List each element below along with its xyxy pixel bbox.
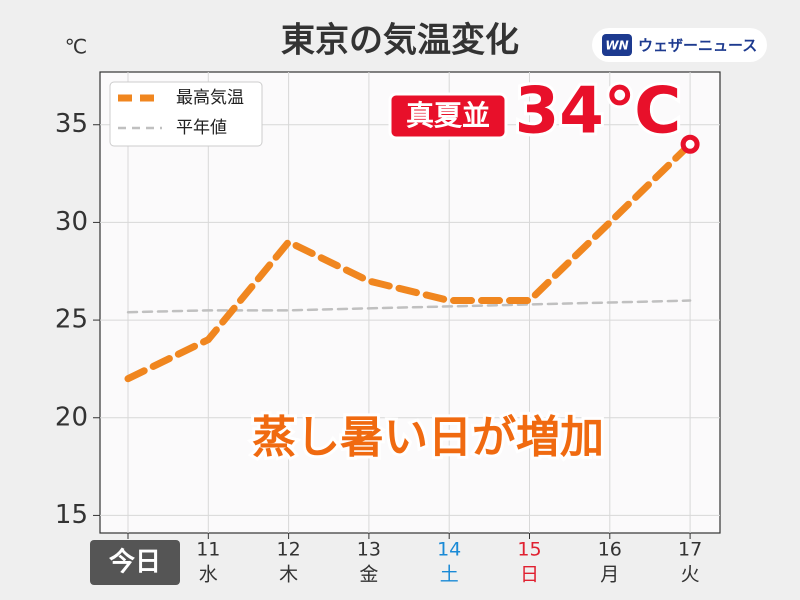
weekday-label: 水 bbox=[199, 564, 218, 586]
x-tick-label: 13 bbox=[357, 539, 381, 561]
logo-text: ウェザーニュース bbox=[638, 37, 757, 55]
chart-title: 東京の気温変化 bbox=[281, 21, 519, 61]
weekday-label: 土 bbox=[440, 564, 459, 586]
logo-pill bbox=[592, 28, 767, 62]
weekday-label: 日 bbox=[520, 564, 539, 586]
legend-label: 最高気温 bbox=[176, 88, 244, 108]
headline: 蒸し暑い日が増加 bbox=[252, 412, 604, 463]
peak-label: 34℃ bbox=[515, 75, 682, 149]
x-tick-label: 今日 bbox=[109, 547, 161, 578]
badge: 真夏並 bbox=[388, 92, 508, 140]
today-box bbox=[90, 540, 180, 585]
y-tick-label: 15 bbox=[55, 500, 88, 530]
x-tick-label: 16 bbox=[598, 539, 622, 561]
weekday-label: 月 bbox=[600, 564, 619, 586]
x-tick-label: 17 bbox=[678, 539, 702, 561]
x-tick-label: 12 bbox=[277, 539, 301, 561]
logo-icon bbox=[602, 34, 632, 56]
y-tick-label: 20 bbox=[55, 402, 88, 432]
logo-mark: WN bbox=[605, 39, 628, 53]
legend-label: 平年値 bbox=[176, 118, 227, 138]
logo: WN ウェザーニュース bbox=[592, 28, 767, 62]
peak-marker bbox=[680, 134, 700, 154]
x-tick-label: 15 bbox=[517, 539, 541, 561]
y-tick-label: 30 bbox=[55, 207, 88, 237]
y-tick-label: 25 bbox=[55, 305, 88, 335]
series-line bbox=[126, 299, 692, 314]
series-line bbox=[124, 140, 694, 383]
weekday-label: 火 bbox=[681, 564, 700, 586]
x-tick-label: 14 bbox=[437, 539, 461, 561]
y-tick-label: 35 bbox=[55, 109, 88, 139]
y-unit: ℃ bbox=[65, 35, 87, 59]
weekday-label: 木 bbox=[279, 564, 298, 586]
badge-text: 真夏並 bbox=[406, 99, 490, 132]
weekday-label: 金 bbox=[359, 564, 378, 586]
badge-box bbox=[388, 92, 508, 140]
x-tick-label: 11 bbox=[196, 539, 220, 561]
